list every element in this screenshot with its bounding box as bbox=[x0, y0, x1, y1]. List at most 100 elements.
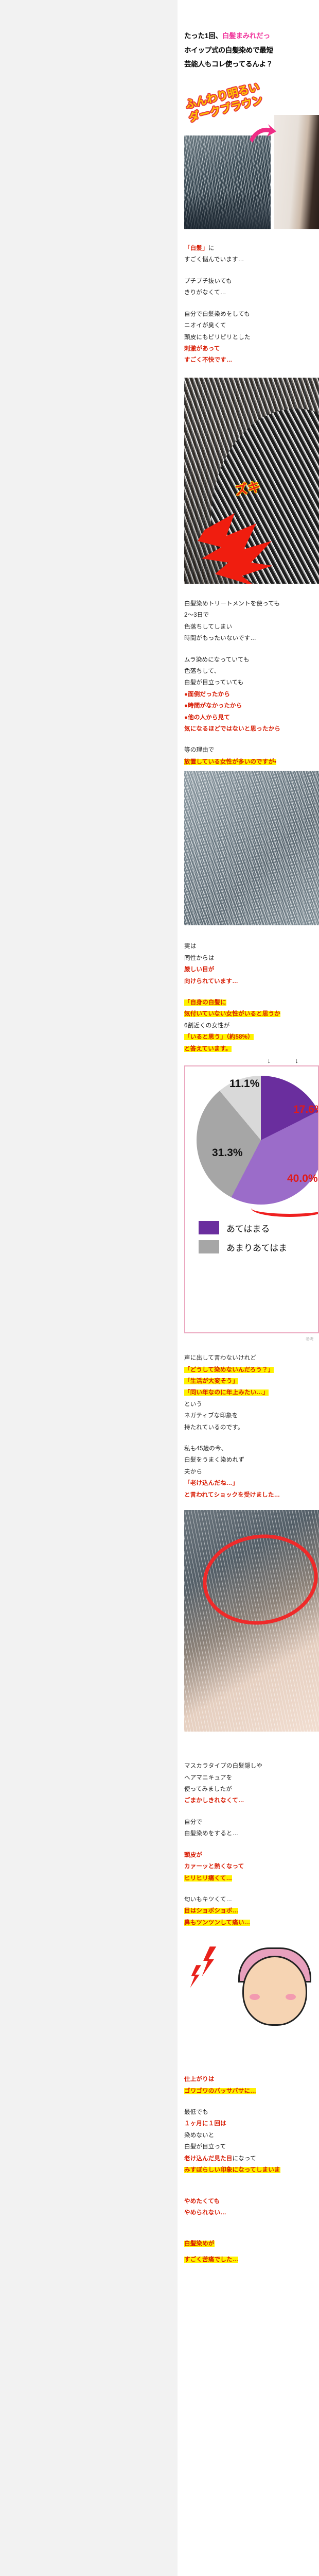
s3-quote-4: と答えています。 bbox=[184, 1045, 232, 1052]
s1-line-8: 刺激があって bbox=[184, 345, 220, 352]
legend-item: あてはまる bbox=[199, 1221, 287, 1235]
s2-line-1: 白髪染めトリートメントを使っても bbox=[184, 600, 280, 607]
s6-line-7-tail: になって bbox=[232, 2155, 256, 2162]
s5-line-10: 匂いもキツくて… bbox=[184, 1896, 233, 1903]
spacer bbox=[184, 2176, 319, 2186]
s2-line-6: 色落ちして、 bbox=[184, 668, 220, 674]
s1-keyword: 「白髪」 bbox=[184, 245, 208, 252]
s3-quote-3: 「いると思う」（約58%） bbox=[184, 1034, 254, 1041]
s4-quote-3-wrap: 「同い年なのに年上みたい…」 bbox=[184, 1387, 319, 1398]
s2-line-3: 色落ちしてしまい bbox=[184, 623, 233, 630]
s2-bullet-2: ●時間がなかったから bbox=[184, 703, 242, 709]
s3-line-3: 厳しい目が bbox=[184, 967, 215, 973]
spacer bbox=[184, 2218, 319, 2228]
s6-line-8-wrap: みすぼらしい印象になってしまいま bbox=[184, 2164, 319, 2176]
shock-bolt-icon-1 bbox=[202, 1946, 217, 1977]
section-2-text: 白髪染めトリートメントを使っても 2〜3日で 色落ちしてしまい 時間がもったいな… bbox=[178, 584, 319, 768]
section-3-text: 実は 同性からは 厳しい目が 向けられています… 「自身の白髪に 気付いていない… bbox=[178, 925, 319, 1055]
gray-hair-closeup-photo bbox=[184, 771, 319, 926]
s3-line-1: 実は bbox=[184, 943, 197, 950]
legend-label-1: あまりあてはま bbox=[226, 1243, 288, 1253]
s4-quote-2: 「生活が大変そう」 bbox=[184, 1378, 239, 1384]
pie-label-17: 17.6% bbox=[293, 1104, 318, 1116]
irritation-illustration bbox=[184, 1933, 319, 2063]
section-5-text: マスカラタイプの白髪隠しや ヘアマニキュアを 使ってみましたが ごまかしきれなく… bbox=[178, 1732, 319, 1928]
s5-line-5: 自分で bbox=[184, 1819, 203, 1825]
s5-line-3: 使ってみましたが bbox=[184, 1786, 233, 1792]
s2-bullet-1: ●面倒だったから bbox=[184, 691, 231, 698]
s2-bullet-3: ●他の人から見て bbox=[184, 714, 231, 721]
s2-line-9: 放置している女性が多いのですが・ bbox=[184, 758, 277, 765]
s6-line-6: 白髪が目立って bbox=[184, 2144, 226, 2150]
s1-line-1-tail: に bbox=[208, 245, 215, 252]
headline-line-3: 芸能人もコレ使ってるんよ？ bbox=[184, 60, 273, 69]
s6-line-12: すごく苦痛でした… bbox=[184, 2256, 239, 2263]
s6-line-2: ゴワゴワのバッサバサに… bbox=[184, 2088, 256, 2094]
s4-line-4: 持たれているのです。 bbox=[184, 1424, 244, 1431]
chart-source-note: 参考 bbox=[306, 1337, 314, 1342]
s6-line-4: １ヶ月に１回は bbox=[184, 2121, 226, 2127]
s2-line-5: ムラ染めになっていても bbox=[184, 656, 250, 663]
s4-line-2: という bbox=[184, 1401, 203, 1408]
s6-line-3: 最低でも bbox=[184, 2109, 208, 2116]
illustration-cheek-right bbox=[286, 1994, 296, 2001]
headline-line-1-accent: 白髪まみれだっ bbox=[222, 32, 270, 40]
s5-line-4: ごまかしきれなくて… bbox=[184, 1798, 244, 1804]
section-4-text: 声に出して言わないけれど 「どうして染めないんだろう？」 「生活が大変そう」 「… bbox=[178, 1342, 319, 1501]
right-arrow-icon bbox=[250, 124, 276, 143]
legend-item: あまりあてはま bbox=[199, 1240, 288, 1254]
s1-line-7: 頭皮にもピリピリとした bbox=[184, 334, 251, 341]
shock-bolt-icon-2 bbox=[190, 1965, 201, 1988]
s3-quote-4-wrap: と答えています。 bbox=[184, 1043, 319, 1055]
spacer bbox=[184, 266, 319, 276]
s4-quote-3: 「同い年なのに年上みたい…」 bbox=[184, 1389, 269, 1396]
headline-line-2: ホイップ式の白髪染めで最短 bbox=[184, 46, 273, 54]
s1-line-3: プチプチ抜いても bbox=[184, 278, 232, 284]
spacer bbox=[184, 2097, 319, 2107]
s2-line-9-highlight: 放置している女性が多いのですが・ bbox=[184, 756, 319, 768]
spacer bbox=[184, 1807, 319, 1817]
landing-page-column: たった1回、白髪まみれだっ ホイップ式の白髪染めで最短 芸能人もコレ使ってるんよ… bbox=[178, 0, 319, 2576]
s2-line-2: 2〜3日で bbox=[184, 612, 209, 619]
s6-line-9: やめたくても bbox=[184, 2198, 220, 2205]
s5-line-9-wrap: ヒリヒリ痛くて… bbox=[184, 1873, 319, 1884]
down-arrows-icon: ↓ ↓ bbox=[267, 1057, 310, 1065]
s6-line-5: 染めないと bbox=[184, 2132, 215, 2139]
s6-line-8: みすぼらしい印象になってしまいま bbox=[184, 2167, 280, 2174]
s4-line-3: ネガティブな印象を bbox=[184, 1413, 238, 1419]
s1-line-1: 「白髪」に bbox=[184, 243, 319, 254]
legend-swatch-0 bbox=[199, 1221, 219, 1235]
s4-line-1: 声に出して言わないけれど bbox=[184, 1355, 257, 1362]
s2-bullet-4: 気になるほどではないと思ったから bbox=[184, 726, 280, 733]
s6-line-11: 白髪染めが bbox=[184, 2241, 215, 2247]
pie-chart bbox=[197, 1076, 318, 1205]
page-headline: たった1回、白髪まみれだっ ホイップ式の白髪染めで最短 芸能人もコレ使ってるんよ… bbox=[178, 0, 319, 72]
s4-line-7: 夫から bbox=[184, 1468, 203, 1475]
s3-line-5: 6割近くの女性が bbox=[184, 1022, 230, 1029]
spacer bbox=[184, 645, 319, 654]
legend-swatch-1 bbox=[199, 1240, 219, 1254]
pie-label-31: 31.3% bbox=[212, 1147, 243, 1159]
illustration-cheek-left bbox=[250, 1994, 260, 2001]
s3-quote-1-wrap: 「自身の白髪に bbox=[184, 997, 319, 1008]
s1-line-4: きりがなくて… bbox=[184, 290, 226, 296]
s4-line-6: 白髪をうまく染めれず bbox=[184, 1457, 244, 1464]
s4-quote-1: 「どうして染めないんだろう？」 bbox=[184, 1366, 274, 1373]
illustration-face bbox=[242, 1956, 307, 2026]
spacer bbox=[184, 2186, 319, 2196]
spacer bbox=[184, 2250, 319, 2254]
lightning-bolt-icon bbox=[198, 513, 273, 584]
s6-line-7: 老け込んだ見た目になって bbox=[184, 2153, 319, 2164]
s1-line-2: すごく悩んでいます… bbox=[184, 257, 244, 263]
red-underline-annotation bbox=[251, 1199, 318, 1217]
s5-line-11-wrap: 目はショボショボ… bbox=[184, 1905, 319, 1917]
section-6-text: 仕上がりは ゴワゴワのバッサバサに… 最低でも １ヶ月に１回は 染めないと 白髪… bbox=[178, 2062, 319, 2265]
spacer bbox=[184, 1433, 319, 1443]
pie-legend: あてはまる あまりあてはま bbox=[199, 1221, 287, 1259]
legend-label-0: あてはまる bbox=[226, 1224, 270, 1234]
s6-line-7-accent: 老け込んだ見た目 bbox=[184, 2155, 233, 2162]
spacer bbox=[184, 735, 319, 744]
s6-line-2-wrap: ゴワゴワのバッサバサに… bbox=[184, 2086, 319, 2097]
s4-quote-1-wrap: 「どうして染めないんだろう？」 bbox=[184, 1364, 319, 1376]
spacer bbox=[184, 1884, 319, 1894]
